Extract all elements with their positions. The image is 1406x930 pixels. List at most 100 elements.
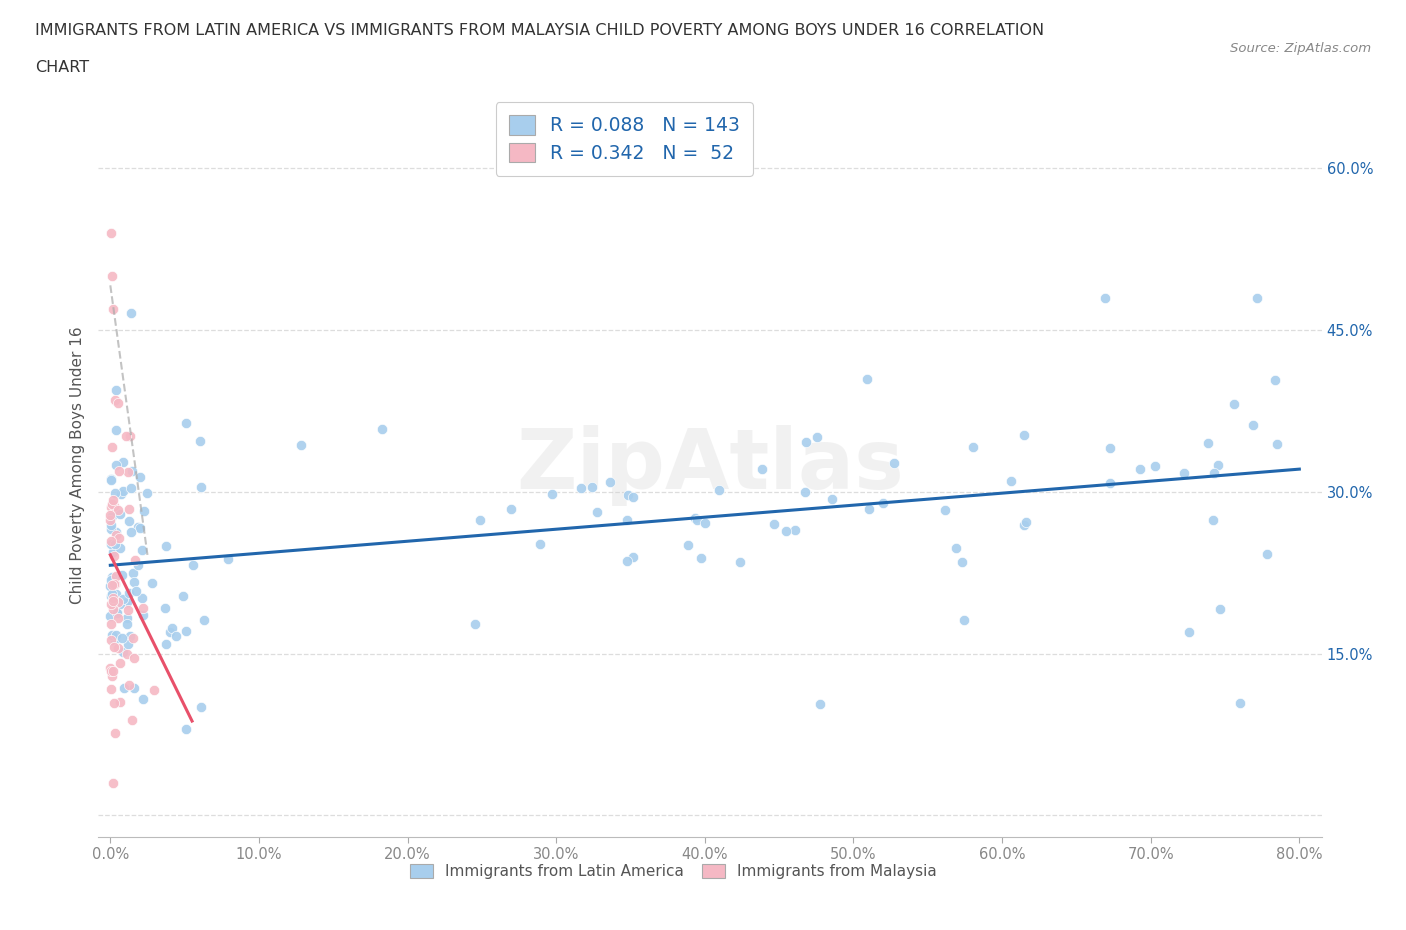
Point	[111, 568, 134, 583]
Point	[707, 483, 730, 498]
Text: IMMIGRANTS FROM LATIN AMERICA VS IMMIGRANTS FROM MALAYSIA CHILD POVERTY AMONG BO: IMMIGRANTS FROM LATIN AMERICA VS IMMIGRA…	[35, 23, 1045, 38]
Point	[541, 486, 564, 501]
Point	[100, 509, 122, 524]
Point	[193, 613, 215, 628]
Point	[100, 682, 122, 697]
Point	[115, 647, 138, 662]
Point	[616, 553, 638, 568]
Point	[1246, 290, 1268, 305]
Point	[775, 523, 797, 538]
Point	[1202, 466, 1225, 481]
Point	[1178, 624, 1201, 639]
Point	[621, 550, 644, 565]
Point	[118, 502, 141, 517]
Point	[1000, 473, 1022, 488]
Point	[763, 516, 786, 531]
Point	[165, 629, 187, 644]
Point	[100, 472, 122, 487]
Point	[104, 485, 127, 500]
Point	[110, 541, 132, 556]
Point	[793, 485, 815, 499]
Point	[678, 538, 700, 552]
Point	[117, 636, 139, 651]
Point	[104, 537, 127, 551]
Point	[1208, 458, 1230, 472]
Point	[100, 632, 122, 647]
Point	[129, 521, 152, 536]
Point	[117, 464, 139, 479]
Point	[1129, 461, 1152, 476]
Point	[808, 697, 831, 711]
Point	[1015, 514, 1038, 529]
Point	[101, 664, 124, 679]
Text: Source: ZipAtlas.com: Source: ZipAtlas.com	[1230, 42, 1371, 55]
Point	[821, 491, 844, 506]
Point	[104, 458, 127, 472]
Point	[690, 551, 713, 565]
Point	[100, 663, 122, 678]
Point	[153, 601, 176, 616]
Point	[1209, 602, 1232, 617]
Point	[101, 602, 124, 617]
Point	[131, 542, 153, 557]
Point	[1197, 435, 1219, 450]
Point	[121, 463, 143, 478]
Point	[107, 395, 129, 410]
Point	[1012, 427, 1035, 442]
Point	[174, 722, 197, 737]
Point	[155, 539, 177, 554]
Point	[806, 430, 828, 445]
Point	[100, 572, 122, 587]
Point	[127, 520, 149, 535]
Point	[117, 595, 139, 610]
Point	[131, 591, 153, 605]
Point	[129, 470, 152, 485]
Point	[120, 525, 142, 539]
Point	[1202, 513, 1225, 528]
Point	[131, 607, 153, 622]
Point	[104, 587, 127, 602]
Point	[134, 503, 156, 518]
Point	[115, 610, 138, 625]
Point	[1229, 696, 1251, 711]
Point	[120, 305, 142, 320]
Point	[751, 461, 773, 476]
Point	[599, 475, 621, 490]
Point	[104, 568, 127, 583]
Point	[104, 577, 127, 591]
Point	[111, 455, 134, 470]
Point	[1264, 372, 1286, 387]
Point	[683, 511, 706, 525]
Point	[100, 226, 122, 241]
Point	[124, 553, 146, 568]
Point	[114, 429, 136, 444]
Point	[794, 434, 817, 449]
Point	[686, 513, 709, 528]
Point	[569, 481, 592, 496]
Point	[122, 651, 145, 666]
Point	[117, 603, 139, 618]
Point	[581, 480, 603, 495]
Point	[101, 493, 124, 508]
Point	[110, 694, 132, 709]
Point	[141, 575, 163, 590]
Point	[1144, 458, 1167, 473]
Y-axis label: Child Poverty Among Boys Under 16: Child Poverty Among Boys Under 16	[70, 326, 86, 604]
Point	[143, 683, 166, 698]
Point	[105, 605, 128, 620]
Point	[98, 579, 121, 594]
Point	[856, 371, 879, 386]
Point	[950, 555, 973, 570]
Point	[101, 628, 124, 643]
Point	[883, 456, 905, 471]
Point	[858, 502, 880, 517]
Point	[131, 691, 153, 706]
Point	[107, 641, 129, 656]
Point	[190, 479, 212, 494]
Point	[100, 534, 122, 549]
Point	[290, 437, 312, 452]
Point	[1256, 546, 1278, 561]
Point	[529, 536, 551, 551]
Point	[468, 512, 491, 527]
Point	[111, 631, 134, 645]
